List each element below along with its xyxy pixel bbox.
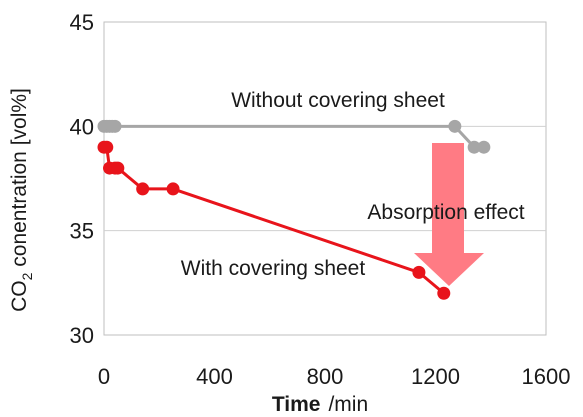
data-point-with-sheet <box>111 161 125 175</box>
y-tick-label: 30 <box>70 323 94 348</box>
data-point-with-sheet <box>100 140 114 154</box>
data-point-with-sheet <box>412 265 426 279</box>
data-point-with-sheet <box>136 182 150 196</box>
series-group <box>97 119 491 300</box>
data-point-without-sheet <box>467 140 481 154</box>
absorption-arrow <box>414 143 484 286</box>
x-tick-label: 0 <box>98 364 110 389</box>
x-tick-label: 800 <box>307 364 344 389</box>
x-tick-label: 400 <box>196 364 233 389</box>
x-axis-title: Time/min <box>272 393 368 416</box>
x-axis-title-main: Time <box>272 393 321 416</box>
x-axis-title-unit: /min <box>328 393 368 416</box>
x-tick-label: 1200 <box>411 364 460 389</box>
data-point-with-sheet <box>166 182 180 196</box>
arrow-head <box>414 253 484 286</box>
y-axis-title-prefix: CO <box>8 280 31 312</box>
x-tick-labels: 0 400 800 1200 1600 <box>98 364 571 389</box>
data-point-without-sheet <box>448 119 462 133</box>
plot-area <box>103 21 547 336</box>
arrow-shaft <box>432 143 464 253</box>
y-axis-title: CO2 conentration [vol%] <box>8 88 35 312</box>
y-axis-title-subscript: 2 <box>19 272 35 280</box>
y-tick-label: 45 <box>70 10 94 35</box>
series-label-without: Without covering sheet <box>231 89 445 112</box>
y-axis-title-suffix: conentration [vol%] <box>8 88 31 272</box>
data-point-without-sheet <box>477 140 491 154</box>
y-tick-label: 40 <box>70 114 94 139</box>
data-point-without-sheet <box>108 119 122 133</box>
x-tick-label: 1600 <box>522 364 571 389</box>
data-point-with-sheet <box>437 286 451 300</box>
y-tick-label: 35 <box>70 219 94 244</box>
annotation-absorption-effect: Absorption effect <box>367 201 524 224</box>
y-tick-labels: 30 35 40 45 <box>70 10 94 348</box>
series-label-with: With covering sheet <box>181 257 366 280</box>
